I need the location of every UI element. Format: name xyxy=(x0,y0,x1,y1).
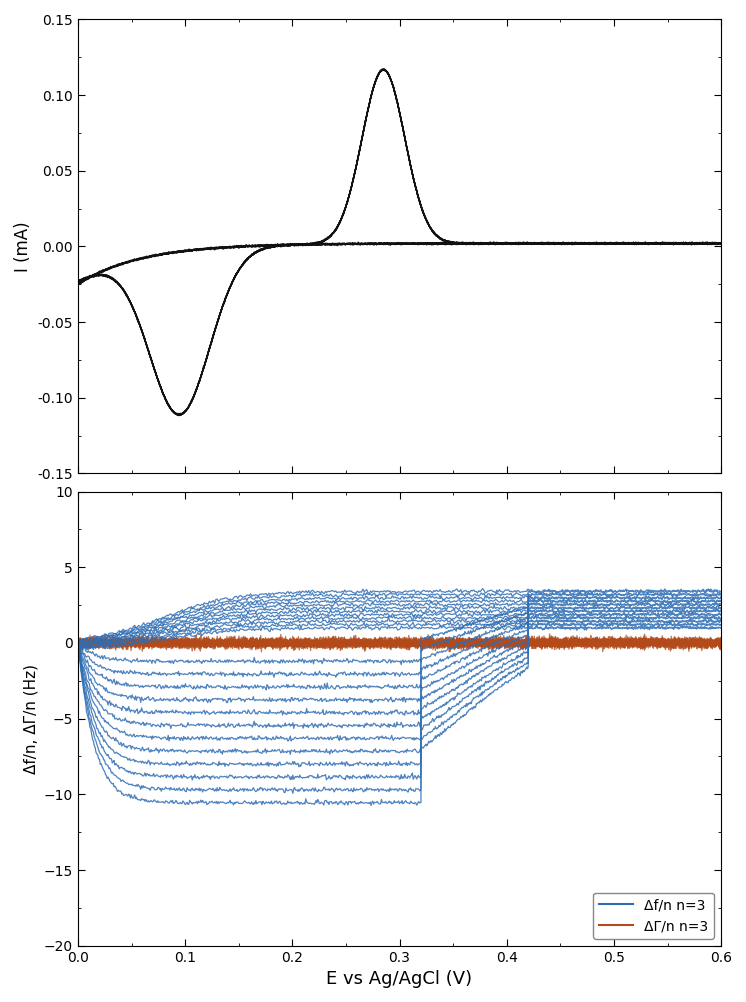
Y-axis label: Δf/n, ΔΓ/n (Hz): Δf/n, ΔΓ/n (Hz) xyxy=(23,663,38,774)
Legend: Δf/n n=3, ΔΓ/n n=3: Δf/n n=3, ΔΓ/n n=3 xyxy=(593,893,714,939)
Y-axis label: I (mA): I (mA) xyxy=(14,221,32,272)
X-axis label: E vs Ag/AgCl (V): E vs Ag/AgCl (V) xyxy=(327,970,472,988)
